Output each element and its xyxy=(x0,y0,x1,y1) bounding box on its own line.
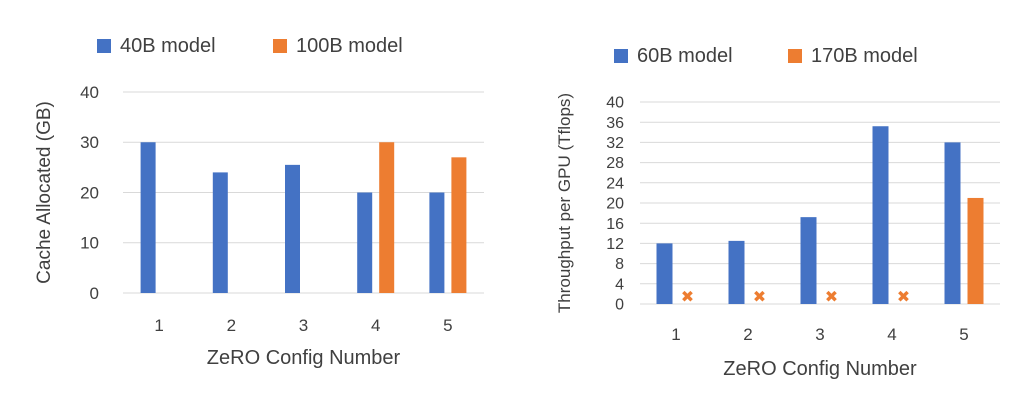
bar-40b-model xyxy=(357,192,373,293)
y-axis-title: Cache Allocated (GB) xyxy=(34,101,55,284)
cache-allocated-chart: 0 10 20 30 40 1 2 3 4 5 ZeRO Config Number Cache Al… xyxy=(34,35,484,369)
throughput-chart: 0 4 8 12 16 20 24 28 32 36 40 1 ✖ 2 ✖ 3 ✖ 4 ✖ 5 ZeRO Config … xyxy=(555,45,1000,380)
x-tick-label: 3 xyxy=(815,325,824,344)
bar-100b-model xyxy=(379,142,395,293)
bar-60b-model xyxy=(872,126,889,305)
legend-swatch xyxy=(97,39,111,53)
legend-label: 40B model xyxy=(120,35,216,57)
y-tick-label: 0 xyxy=(90,284,99,303)
bar-60b-model xyxy=(800,217,817,304)
x-tick-label: 2 xyxy=(743,325,752,344)
bar-60b-model xyxy=(944,142,961,304)
bar-100b-model xyxy=(451,157,467,293)
failure-marker: ✖ xyxy=(897,289,910,306)
legend-swatch xyxy=(788,49,802,63)
failure-marker: ✖ xyxy=(753,289,766,306)
y-tick-label: 8 xyxy=(615,256,624,273)
bar-40b-model xyxy=(140,142,156,293)
y-tick-label: 12 xyxy=(606,236,624,253)
x-axis-title: ZeRO Config Number xyxy=(723,358,917,380)
failure-marker: ✖ xyxy=(681,289,694,306)
y-tick-label: 16 xyxy=(606,216,624,233)
y-tick-label: 24 xyxy=(606,175,624,192)
bar-40b-model xyxy=(429,192,445,293)
legend-label: 60B model xyxy=(637,45,733,67)
y-tick-label: 20 xyxy=(80,183,99,202)
bar-40b-model xyxy=(285,164,300,293)
x-tick-label: 3 xyxy=(299,316,308,335)
y-tick-label: 32 xyxy=(606,135,624,152)
x-tick-label: 5 xyxy=(959,325,968,344)
y-tick-label: 20 xyxy=(606,196,624,213)
bar-60b-model xyxy=(728,240,745,304)
bar-40b-model xyxy=(212,172,228,293)
y-axis-title: Throughput per GPU (Tflops) xyxy=(555,93,574,313)
y-tick-label: 36 xyxy=(606,115,624,132)
x-tick-label: 4 xyxy=(887,325,896,344)
x-axis-title: ZeRO Config Number xyxy=(207,347,401,369)
legend-label: 100B model xyxy=(296,35,403,57)
bar-170b-model xyxy=(967,197,984,304)
y-tick-label: 30 xyxy=(80,133,99,152)
x-tick-label: 1 xyxy=(671,325,680,344)
x-tick-label: 5 xyxy=(443,316,452,335)
bar-60b-model xyxy=(656,243,673,304)
y-tick-label: 4 xyxy=(615,276,624,293)
y-tick-label: 40 xyxy=(606,95,624,112)
y-tick-label: 28 xyxy=(606,155,624,172)
x-tick-label: 2 xyxy=(227,316,236,335)
y-tick-label: 0 xyxy=(615,297,624,314)
x-tick-label: 4 xyxy=(371,316,380,335)
legend-swatch xyxy=(273,39,287,53)
y-tick-label: 10 xyxy=(80,234,99,253)
x-tick-label: 1 xyxy=(154,316,163,335)
y-tick-label: 40 xyxy=(80,83,99,102)
legend-swatch xyxy=(614,49,628,63)
failure-marker: ✖ xyxy=(825,289,838,306)
legend-label: 170B model xyxy=(811,45,918,67)
